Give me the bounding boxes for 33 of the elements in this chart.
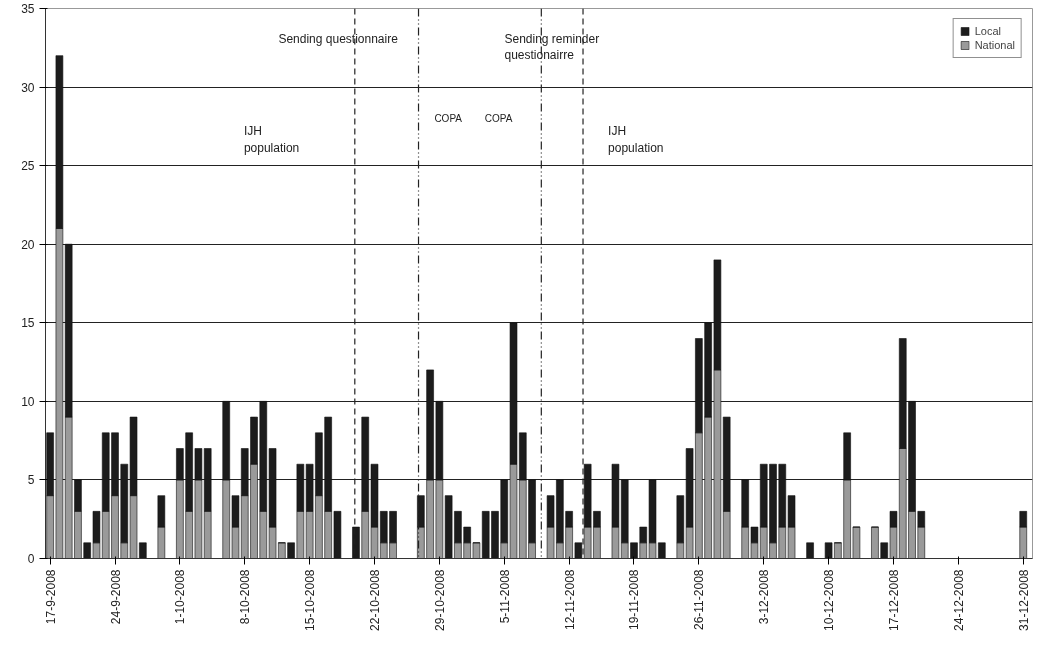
y-tick-label: 30 — [21, 80, 35, 95]
x-tick-label: 24-12-2008 — [951, 569, 966, 631]
y-tick-label: 35 — [21, 2, 35, 16]
x-tick-label: 19-11-2008 — [627, 569, 642, 630]
annotation: Sending questionnaire — [278, 31, 399, 46]
x-tick-label: 22-10-2008 — [368, 569, 382, 631]
x-tick-label: 24-9-2008 — [108, 569, 123, 625]
x-tick-label: 17-12-2008 — [886, 569, 901, 631]
x-tick-label: 1-10-2008 — [173, 569, 188, 625]
legend-label: Local — [974, 25, 1001, 37]
y-tick-label: 25 — [21, 159, 35, 174]
legend-label: National — [974, 39, 1015, 51]
y-tick-label: 20 — [21, 237, 35, 252]
x-tick-label: 3-12-2008 — [757, 569, 772, 625]
x-tick-label: 12-11-2008 — [562, 569, 577, 630]
x-tick-label: 17-9-2008 — [43, 569, 58, 625]
y-tick-label: 5 — [27, 473, 35, 488]
y-tick-label: 10 — [21, 394, 35, 409]
annotation: Sending reminder questionairre — [504, 31, 600, 63]
x-tick-label: 26-11-2008 — [692, 569, 707, 630]
bar — [806, 542, 814, 559]
annotation: COPA — [484, 113, 513, 124]
y-tick-label: 0 — [27, 552, 35, 566]
annotation: IJH population — [608, 124, 664, 155]
x-tick-label: 15-10-2008 — [303, 569, 318, 631]
x-tick-label: 8-10-2008 — [238, 569, 253, 625]
x-tick-label: 31-12-2008 — [1016, 569, 1031, 631]
annotation: COPA — [434, 113, 463, 124]
x-tick-label: 29-10-2008 — [432, 569, 447, 631]
x-tick-label: 10-12-2008 — [822, 569, 837, 631]
x-tick-label: 5-11-2008 — [497, 569, 512, 624]
annotation: IJH population — [243, 124, 300, 155]
y-tick-label: 15 — [21, 316, 35, 331]
